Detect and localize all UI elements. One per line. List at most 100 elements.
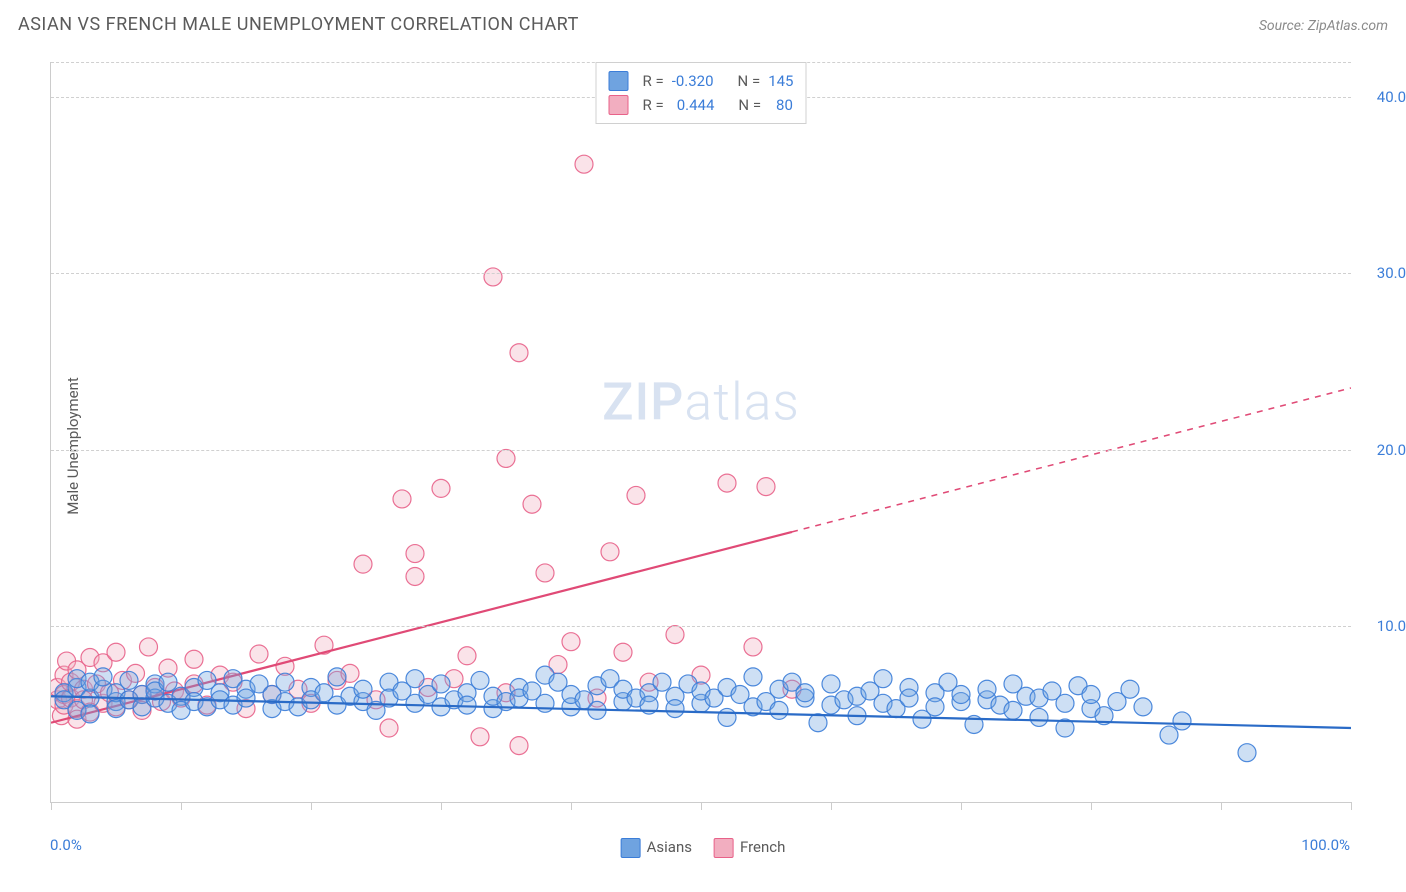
scatter-point [328, 668, 346, 686]
header: ASIAN VS FRENCH MALE UNEMPLOYMENT CORREL… [18, 14, 1388, 35]
x-tick [181, 802, 182, 810]
scatter-point [601, 543, 619, 561]
x-tick [51, 802, 52, 810]
y-tick-label: 40.0% [1355, 88, 1406, 106]
scatter-point [94, 668, 112, 686]
x-tick [1091, 802, 1092, 810]
scatter-point [1160, 726, 1178, 744]
y-tick-label: 10.0% [1355, 617, 1406, 635]
scatter-svg [51, 62, 1351, 802]
scatter-point [744, 668, 762, 686]
legend-label-asians: Asians [647, 838, 692, 856]
scatter-point [458, 696, 476, 714]
scatter-point [627, 486, 645, 504]
scatter-point [523, 495, 541, 513]
legend-row-asians: R = -0.320 N = 145 [609, 69, 794, 93]
x-tick [571, 802, 572, 810]
legend-swatch-french-btm [714, 838, 734, 858]
scatter-point [185, 650, 203, 668]
scatter-point [107, 643, 125, 661]
scatter-point [432, 675, 450, 693]
legend-label-french: French [740, 838, 785, 856]
scatter-point [159, 673, 177, 691]
scatter-point [978, 680, 996, 698]
scatter-point [406, 670, 424, 688]
source-label: Source: ZipAtlas.com [1259, 18, 1388, 34]
plot-area: R = -0.320 N = 145 R = 0.444 N = 80 ZIPa… [50, 62, 1351, 803]
chart-title: ASIAN VS FRENCH MALE UNEMPLOYMENT CORREL… [18, 14, 579, 35]
scatter-point [1121, 680, 1139, 698]
scatter-point [653, 673, 671, 691]
scatter-point [796, 684, 814, 702]
scatter-point [237, 689, 255, 707]
x-tick [831, 802, 832, 810]
scatter-point [1238, 744, 1256, 762]
scatter-point [536, 564, 554, 582]
scatter-point [1056, 694, 1074, 712]
scatter-point [770, 701, 788, 719]
gridline [51, 273, 1351, 274]
scatter-point [718, 474, 736, 492]
scatter-point [471, 671, 489, 689]
scatter-point [1173, 712, 1191, 730]
legend-swatch-french [609, 95, 629, 115]
scatter-point [354, 680, 372, 698]
x-tick [701, 802, 702, 810]
scatter-point [276, 673, 294, 691]
legend-row-french: R = 0.444 N = 80 [609, 93, 794, 117]
scatter-point [666, 626, 684, 644]
scatter-point [809, 714, 827, 732]
legend-n-label: N = [738, 93, 761, 117]
chart-container: ASIAN VS FRENCH MALE UNEMPLOYMENT CORREL… [0, 0, 1406, 892]
x-axis-max-label: 100.0% [1301, 836, 1350, 854]
scatter-point [406, 545, 424, 563]
scatter-point [614, 643, 632, 661]
x-tick [1351, 802, 1352, 810]
scatter-point [380, 719, 398, 737]
scatter-point [1030, 708, 1048, 726]
scatter-point [497, 449, 515, 467]
scatter-point [666, 700, 684, 718]
legend-r-label: R = [643, 93, 664, 117]
x-tick [961, 802, 962, 810]
scatter-point [406, 567, 424, 585]
scatter-point [1004, 701, 1022, 719]
legend-n-french: 80 [776, 93, 793, 117]
legend-r-french: 0.444 [677, 93, 715, 117]
scatter-point [757, 478, 775, 496]
trend-line-dashed [792, 388, 1351, 532]
legend-item-french: French [714, 838, 785, 858]
x-tick [441, 802, 442, 810]
x-tick [1221, 802, 1222, 810]
scatter-point [1082, 686, 1100, 704]
scatter-point [1134, 698, 1152, 716]
scatter-point [471, 728, 489, 746]
scatter-point [718, 708, 736, 726]
legend-swatch-asians [609, 71, 629, 91]
scatter-point [952, 686, 970, 704]
scatter-point [458, 647, 476, 665]
scatter-point [562, 633, 580, 651]
gridline [51, 450, 1351, 451]
scatter-point [81, 705, 99, 723]
x-tick [311, 802, 312, 810]
scatter-point [822, 675, 840, 693]
scatter-point [393, 490, 411, 508]
scatter-point [900, 689, 918, 707]
scatter-point [140, 638, 158, 656]
y-tick-label: 30.0% [1355, 264, 1406, 282]
scatter-point [510, 344, 528, 362]
scatter-point [575, 155, 593, 173]
scatter-point [120, 671, 138, 689]
legend-item-asians: Asians [621, 838, 692, 858]
correlation-legend: R = -0.320 N = 145 R = 0.444 N = 80 [596, 62, 807, 124]
y-tick-label: 20.0% [1355, 441, 1406, 459]
scatter-point [432, 479, 450, 497]
legend-n-asians: 145 [768, 69, 793, 93]
scatter-point [874, 670, 892, 688]
legend-n-label: N = [738, 69, 761, 93]
legend-r-label: R = [643, 69, 664, 93]
scatter-point [744, 638, 762, 656]
scatter-point [354, 555, 372, 573]
scatter-point [484, 268, 502, 286]
